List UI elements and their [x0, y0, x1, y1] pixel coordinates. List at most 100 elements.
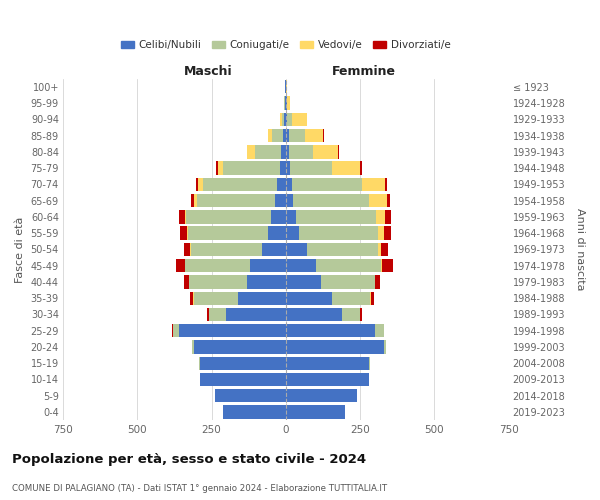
- Bar: [275, 194, 286, 207]
- Bar: [250, 259, 286, 272]
- Bar: [268, 226, 286, 240]
- Bar: [384, 226, 391, 240]
- Text: Femmine: Femmine: [332, 65, 396, 78]
- Bar: [378, 242, 381, 256]
- Bar: [286, 340, 384, 353]
- Bar: [188, 226, 268, 240]
- Bar: [332, 292, 370, 305]
- Bar: [194, 292, 238, 305]
- Bar: [216, 162, 218, 175]
- Bar: [286, 406, 345, 418]
- Bar: [194, 340, 286, 353]
- Bar: [286, 276, 322, 288]
- Bar: [362, 178, 385, 191]
- Bar: [281, 145, 286, 158]
- Y-axis label: Fasce di età: Fasce di età: [15, 216, 25, 282]
- Bar: [191, 194, 194, 207]
- Bar: [200, 356, 286, 370]
- Bar: [247, 276, 286, 288]
- Bar: [185, 210, 187, 224]
- Bar: [207, 308, 209, 321]
- Bar: [286, 112, 287, 126]
- Bar: [371, 292, 374, 305]
- Bar: [200, 373, 286, 386]
- Y-axis label: Anni di nascita: Anni di nascita: [575, 208, 585, 290]
- Bar: [262, 242, 286, 256]
- Bar: [192, 340, 194, 353]
- Bar: [191, 242, 262, 256]
- Bar: [184, 242, 190, 256]
- Bar: [223, 406, 286, 418]
- Bar: [289, 129, 305, 142]
- Bar: [378, 226, 384, 240]
- Bar: [286, 210, 296, 224]
- Bar: [376, 276, 380, 288]
- Bar: [254, 145, 281, 158]
- Bar: [287, 96, 290, 110]
- Bar: [185, 259, 250, 272]
- Bar: [198, 178, 203, 191]
- Bar: [286, 162, 290, 175]
- Bar: [286, 308, 342, 321]
- Bar: [286, 389, 357, 402]
- Bar: [286, 324, 375, 338]
- Bar: [381, 259, 382, 272]
- Bar: [286, 356, 369, 370]
- Bar: [218, 162, 223, 175]
- Bar: [322, 276, 375, 288]
- Bar: [313, 145, 338, 158]
- Bar: [277, 178, 286, 191]
- Bar: [369, 194, 387, 207]
- Bar: [190, 292, 193, 305]
- Bar: [290, 162, 332, 175]
- Bar: [271, 210, 286, 224]
- Bar: [316, 259, 381, 272]
- Bar: [286, 194, 293, 207]
- Bar: [187, 226, 188, 240]
- Bar: [173, 324, 179, 338]
- Bar: [299, 226, 378, 240]
- Bar: [369, 356, 370, 370]
- Bar: [286, 226, 299, 240]
- Bar: [226, 308, 286, 321]
- Bar: [187, 210, 271, 224]
- Bar: [194, 194, 197, 207]
- Bar: [381, 242, 388, 256]
- Bar: [176, 259, 185, 272]
- Bar: [238, 292, 286, 305]
- Bar: [286, 259, 316, 272]
- Bar: [342, 308, 360, 321]
- Text: Maschi: Maschi: [184, 65, 232, 78]
- Bar: [286, 129, 289, 142]
- Bar: [272, 129, 283, 142]
- Bar: [293, 194, 369, 207]
- Bar: [203, 178, 277, 191]
- Bar: [284, 112, 286, 126]
- Bar: [209, 308, 226, 321]
- Bar: [360, 162, 362, 175]
- Bar: [285, 96, 286, 110]
- Bar: [247, 145, 254, 158]
- Bar: [197, 194, 275, 207]
- Bar: [387, 194, 390, 207]
- Bar: [286, 178, 292, 191]
- Bar: [280, 162, 286, 175]
- Bar: [305, 129, 323, 142]
- Bar: [292, 178, 362, 191]
- Bar: [286, 242, 307, 256]
- Bar: [307, 242, 378, 256]
- Bar: [289, 145, 313, 158]
- Bar: [360, 308, 362, 321]
- Bar: [283, 129, 286, 142]
- Text: COMUNE DI PALAGIANO (TA) - Dati ISTAT 1° gennaio 2024 - Elaborazione TUTTITALIA.: COMUNE DI PALAGIANO (TA) - Dati ISTAT 1°…: [12, 484, 387, 493]
- Bar: [385, 210, 391, 224]
- Text: Popolazione per età, sesso e stato civile - 2024: Popolazione per età, sesso e stato civil…: [12, 452, 366, 466]
- Bar: [376, 210, 385, 224]
- Bar: [223, 162, 280, 175]
- Bar: [181, 226, 187, 240]
- Bar: [179, 210, 185, 224]
- Bar: [292, 112, 307, 126]
- Bar: [375, 324, 384, 338]
- Bar: [215, 389, 286, 402]
- Bar: [385, 178, 387, 191]
